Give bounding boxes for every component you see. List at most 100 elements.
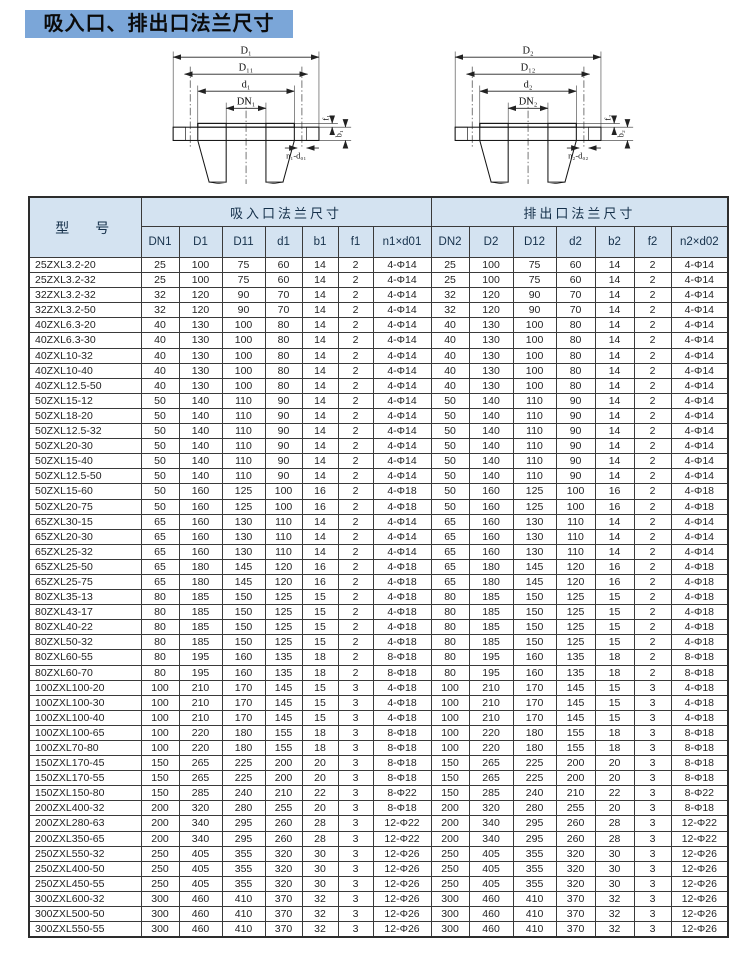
dimension-cell: 125 [555,589,596,606]
dimension-cell: 2 [337,287,374,304]
dimension-cell: 2 [633,302,672,319]
dimension-cell: 14 [594,392,635,409]
table-row: 50ZXL20-75 50 160 125 100 16 2 4-Φ18 50 160 125 100… [28,498,729,515]
dimension-cell: 2 [337,543,374,560]
dimension-cell: 195 [178,649,223,666]
dimension-cell: 110 [512,453,557,470]
table-row: 80ZXL35-13 80 185 150 125 15 2 4-Φ18 80 185 150 125… [28,589,729,606]
dimension-cell: 3 [337,890,374,908]
table-row: 250ZXL550-32 250 405 355 320 30 3 12-Φ26 250 405 3… [28,845,729,862]
dimension-cell: 4-Φ18 [372,604,432,621]
dimension-cell: 2 [337,256,374,274]
dimension-cell: 14 [301,272,339,289]
dimension-cell: 2 [337,423,374,440]
dimension-cell: 30 [594,860,635,877]
dimension-cell: 2 [633,287,672,304]
dimension-cell: 2 [337,302,374,319]
dimension-cell: 355 [221,845,266,862]
dimension-cell: 3 [337,709,374,726]
table-row: 40ZXL10-40 40 130 100 80 14 2 4-Φ14 40 130 100 80 14… [28,362,729,379]
dimension-cell: 405 [178,875,223,892]
dimension-cell: 3 [337,739,374,757]
dimension-cell: 155 [555,724,596,742]
dimension-cell: 14 [594,407,635,425]
dimension-cell: 145 [264,709,303,726]
dimension-cell: 8-Φ18 [670,664,729,681]
dimension-cell: 14 [594,377,635,394]
table-body: 25ZXL3.2-20 25 100 75 60 14 2 4-Φ14 25 100 75 60 14 2… [28,256,729,938]
dimension-cell: 50 [430,407,470,425]
dimension-cell: 320 [468,800,514,817]
dimension-cell: 15 [594,709,635,726]
dimension-cell: 135 [555,649,596,666]
dimension-cell: 340 [468,830,514,847]
table-row: 80ZXL50-32 80 185 150 125 15 2 4-Φ18 80 185 150 125… [28,634,729,651]
dimension-cell: 3 [633,694,672,711]
dimension-cell: 3 [337,724,374,742]
dimension-cell: 14 [594,468,635,485]
model-cell: 100ZXL100-20 [28,679,142,696]
col-header-f2: f2 [633,226,672,258]
table-row: 50ZXL12.5-32 50 140 110 90 14 2 4-Φ14 50 140 110 90… [28,423,729,440]
dimension-cell: 60 [555,272,596,289]
suction-group-header: 吸入口法兰尺寸 [140,196,432,227]
dimension-cell: 100 [430,709,470,726]
dimension-cell: 4-Φ14 [372,332,432,349]
dimension-cell: 4-Φ18 [670,604,729,621]
dimension-cell: 2 [337,483,374,500]
dimension-cell: 300 [430,921,470,938]
dimension-cell: 28 [594,815,635,832]
dimension-cell: 90 [555,438,596,455]
dimension-cell: 125 [555,634,596,651]
dimension-cell: 460 [178,890,223,908]
dimension-cell: 250 [140,875,180,892]
table-row: 65ZXL25-50 65 180 145 120 16 2 4-Φ18 65 180 145 120… [28,558,729,575]
dimension-cell: 340 [468,815,514,832]
dimension-cell: 130 [178,362,223,379]
dimension-cell: 14 [301,407,339,425]
dimension-cell: 100 [140,709,180,726]
dimension-cell: 80 [264,317,303,334]
dimension-cell: 110 [512,423,557,440]
dimension-cell: 120 [264,573,303,591]
dimension-cell: 200 [555,755,596,772]
dimension-cell: 40 [140,347,180,364]
dimension-cell: 80 [140,649,180,666]
dimension-cell: 4-Φ14 [372,287,432,304]
dimension-cell: 65 [140,528,180,545]
dimension-cell: 155 [264,724,303,742]
dimension-cell: 32 [301,921,339,938]
dimension-cell: 40 [430,332,470,349]
dimension-cell: 20 [301,770,339,787]
dimension-cell: 80 [555,347,596,364]
table-row: 32ZXL3.2-32 32 120 90 70 14 2 4-Φ14 32 120 90 70 14 2… [28,287,729,304]
dimension-cell: 16 [594,558,635,575]
dimension-cell: 2 [337,528,374,545]
dimension-cell: 4-Φ18 [372,679,432,696]
dimension-cell: 140 [178,423,223,440]
dimension-cell: 14 [594,302,635,319]
dimension-cell: 20 [594,755,635,772]
dimension-cell: 460 [178,906,223,923]
dimension-cell: 410 [512,906,557,923]
dimension-cell: 14 [594,272,635,289]
dim-label-DN1: DN₁ [237,96,256,107]
dimension-cell: 3 [633,755,672,772]
dimension-cell: 110 [264,513,303,530]
dimension-cell: 160 [178,483,223,500]
table-row: 50ZXL15-40 50 140 110 90 14 2 4-Φ14 50 140 110 90 14… [28,453,729,470]
dimension-cell: 2 [633,256,672,274]
dimension-cell: 250 [430,875,470,892]
dimension-cell: 2 [337,649,374,666]
dimension-cell: 25 [430,272,470,289]
col-header-b2: b2 [594,226,635,258]
dimension-cell: 220 [468,739,514,757]
dimension-cell: 14 [594,543,635,560]
dimension-cell: 370 [555,890,596,908]
dimension-cell: 100 [468,272,514,289]
dimension-cell: 14 [301,528,339,545]
dimension-cell: 4-Φ14 [670,468,729,485]
dimension-cell: 80 [555,377,596,394]
table-row: 50ZXL20-30 50 140 110 90 14 2 4-Φ14 50 140 110 90 14… [28,438,729,455]
